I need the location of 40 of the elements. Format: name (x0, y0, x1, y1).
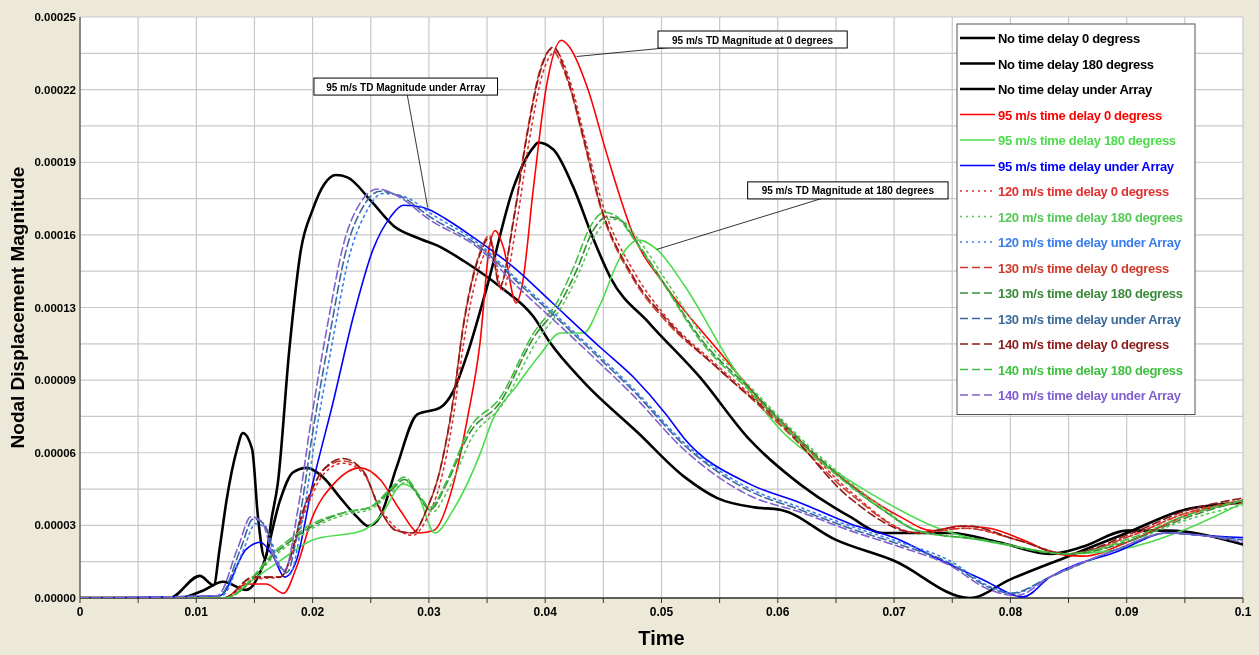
legend-label: 95 m/s time delay 180 degress (998, 133, 1176, 148)
legend-label: 120 m/s time delay 180 degrees (998, 209, 1183, 225)
legend-label: 140 m/s time delay 180 degress (998, 362, 1183, 378)
y-tick-label: 0.00025 (34, 11, 77, 23)
legend-label: No time delay under Array (998, 82, 1153, 97)
x-tick-label: 0.09 (1115, 605, 1139, 619)
legend-label: No time delay 180 degress (998, 56, 1154, 72)
y-tick-label: 0.00009 (34, 374, 76, 387)
y-tick-label: 0.00016 (34, 228, 76, 241)
y-tick-label: 0.00013 (34, 301, 76, 314)
legend-label: 130 m/s time delay 0 degress (998, 260, 1169, 276)
x-tick-label: 0.07 (882, 605, 907, 619)
x-tick-label: 0.06 (766, 605, 790, 619)
annotation: 95 m/s TD Magnitude at 180 degrees (761, 185, 935, 197)
y-tick-label: 0.00019 (34, 156, 76, 169)
y-tick-label: 0.00003 (34, 519, 76, 532)
x-tick-label: 0.02 (300, 605, 325, 619)
x-tick-label: 0.03 (417, 605, 441, 619)
legend-label: 120 m/s time delay 0 degress (998, 184, 1169, 199)
legend-label: 130 m/s time delay under Array (998, 311, 1182, 327)
x-axis-title: Time (638, 627, 685, 649)
x-tick-label: 0.04 (533, 605, 558, 619)
annotation: 95 m/s TD Magnitude at 0 degrees (672, 34, 834, 46)
x-tick-label: 0 (76, 605, 84, 619)
legend-label: 95 m/s time delay 0 degress (998, 107, 1162, 123)
y-tick-label: 0.00006 (34, 446, 76, 459)
x-tick-label: 0.1 (1234, 605, 1252, 619)
x-tick-label: 0.08 (998, 605, 1023, 619)
annotation: 95 m/s TD Magnitude under Array (326, 81, 486, 93)
y-tick-label: 0.00022 (34, 83, 76, 96)
x-tick-label: 0.05 (649, 605, 674, 619)
legend-label: 120 m/s time delay under Array (998, 235, 1182, 250)
legend-label: 140 m/s time delay 0 degress (998, 337, 1169, 352)
legend-label: No time delay 0 degress (998, 31, 1141, 46)
legend-label: 95 m/s time delay under Array (998, 158, 1175, 174)
x-tick-label: 0.01 (184, 605, 209, 619)
y-axis-title: Nodal Displacement Magnitude (7, 166, 28, 449)
legend-label: 140 m/s time delay under Array (998, 388, 1182, 403)
legend-label: 130 m/s time delay 180 degress (998, 286, 1183, 301)
y-tick-label: 0.00000 (34, 592, 76, 604)
